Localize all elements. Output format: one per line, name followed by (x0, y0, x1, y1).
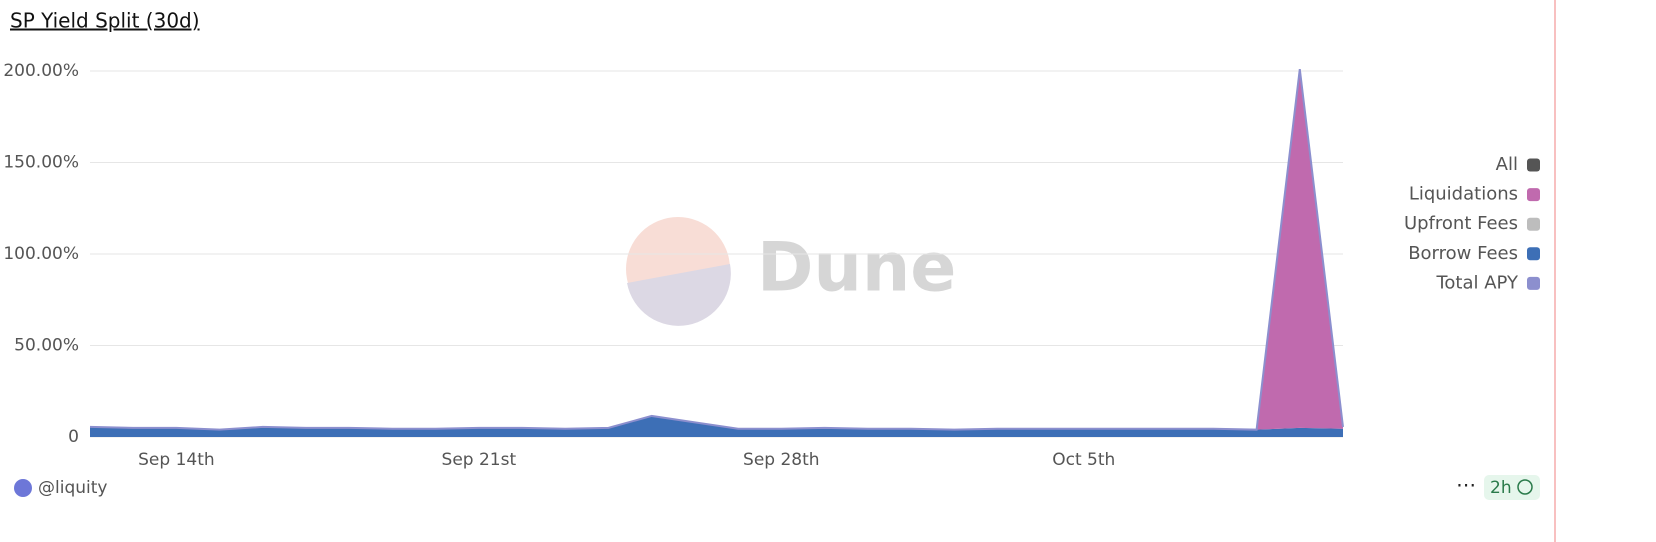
legend-label: Total APY (1435, 272, 1519, 293)
x-tick-label: Sep 21st (442, 450, 517, 470)
author-icon (14, 479, 32, 497)
legend-swatch (1527, 188, 1540, 202)
legend-swatch (1527, 158, 1540, 172)
legend-swatch (1527, 217, 1540, 231)
y-tick-label: 0 (68, 427, 79, 447)
legend-label: Liquidations (1409, 184, 1518, 205)
y-tick-label: 100.00% (3, 244, 79, 264)
x-tick-label: Sep 14th (138, 450, 215, 470)
author[interactable]: @liquity (38, 478, 107, 498)
watermark-logo-part (627, 264, 731, 326)
y-tick-label: 200.00% (3, 61, 79, 81)
watermark: Dune (626, 217, 956, 326)
watermark-text: Dune (757, 229, 956, 308)
legend-label: All (1496, 154, 1518, 175)
y-tick-label: 150.00% (3, 153, 79, 173)
y-tick-label: 50.00% (14, 336, 79, 356)
legend-label: Borrow Fees (1408, 243, 1518, 264)
refresh-icon (1517, 479, 1533, 495)
legend-label: Upfront Fees (1404, 213, 1518, 234)
legend-swatch (1527, 247, 1540, 261)
x-tick-label: Oct 5th (1052, 450, 1115, 470)
menu[interactable]: ⋯ (1456, 473, 1476, 497)
refresh: 2h (1490, 478, 1512, 498)
chart-title: SP Yield Split (30d) (10, 9, 200, 33)
line (89, 69, 1344, 431)
x-tick-label: Sep 28th (743, 450, 820, 470)
legend-swatch (1527, 276, 1540, 290)
